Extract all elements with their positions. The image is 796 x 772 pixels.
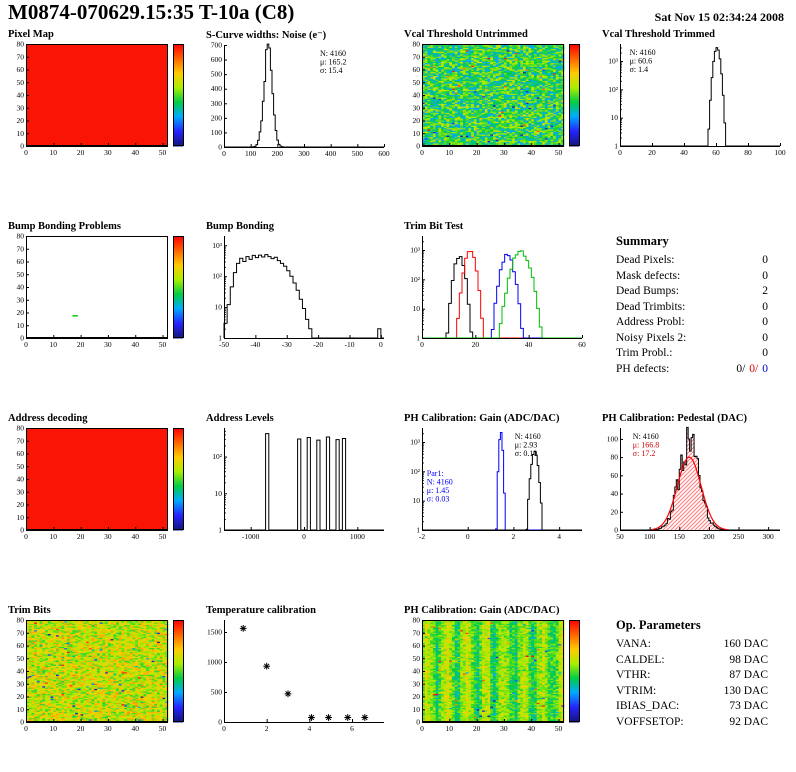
summary-row-ph-defects: PH defects: 0/0/0: [616, 362, 768, 378]
chart-title: PH Calibration: Gain (ADC/DAC): [404, 605, 560, 616]
summary-row-label: Mask defects:: [616, 269, 681, 282]
ph-gain-hist-canvas: [398, 425, 590, 543]
trim-bits-canvas: [2, 617, 194, 735]
summary-row-value: 0: [762, 331, 768, 344]
op-parameter-row-value: 160 DAC: [723, 638, 768, 650]
panel-vcal-trimmed: Vcal Threshold Trimmed: [596, 26, 794, 218]
panel-trim-bit-test: Trim Bit Test: [398, 218, 596, 410]
summary-row-label: Address Probl:: [616, 316, 685, 328]
ph-defect-value: 0/: [736, 362, 746, 375]
panel-bump-problems: Bump Bonding Problems: [2, 218, 200, 410]
chart-title: Vcal Threshold Trimmed: [602, 29, 715, 40]
summary-row: Address Probl: 0: [616, 315, 768, 331]
summary-row: Dead Bumps: 2: [616, 284, 768, 300]
ph-defect-value: 0: [762, 362, 768, 375]
panel-trim-bits: Trim Bits: [2, 602, 200, 772]
panel-op-parameters: Op. Parameters VANA: 160 DAC CALDEL: 98 DAC…: [596, 602, 794, 772]
summary-title: Summary: [616, 234, 669, 248]
op-parameter-row-label: VOFFSETOP:: [616, 715, 684, 728]
panel-ph-pedestal: PH Calibration: Pedestal (DAC): [596, 410, 794, 602]
summary-row-value: 0: [762, 347, 768, 359]
panel-pixel-map: Pixel Map: [2, 26, 200, 218]
ph-gain-map-canvas: [398, 617, 590, 735]
op-parameter-row-label: VTHR:: [616, 669, 651, 681]
chart-title: Bump Bonding: [206, 221, 274, 232]
summary-row-label: Dead Trimbits:: [616, 300, 686, 313]
chart-title: PH Calibration: Gain (ADC/DAC): [404, 413, 560, 424]
chart-title: S-Curve widths: Noise (e⁻): [206, 30, 327, 41]
summary-row-label: Dead Pixels:: [616, 254, 675, 266]
summary-row: Dead Pixels: 0: [616, 253, 768, 269]
op-parameter-row-value: 98 DAC: [729, 653, 768, 666]
vcal-trimmed-canvas: [596, 41, 788, 159]
op-parameter-row: VANA: 160 DAC: [616, 637, 768, 653]
chart-title: Pixel Map: [8, 29, 54, 40]
ph-pedestal-canvas: [596, 425, 788, 543]
panel-temperature-calibration: Temperature calibration: [200, 602, 398, 772]
chart-title: Trim Bit Test: [404, 221, 464, 232]
temperature-calibration-canvas: [200, 617, 392, 735]
summary-list: Dead Pixels: 0 Mask defects: 0 Dead Bumps: 2 D…: [616, 253, 794, 377]
chart-title: Bump Bonding Problems: [8, 221, 122, 232]
panel-address-decoding: Address decoding: [2, 410, 200, 602]
op-parameter-row-label: VANA:: [616, 638, 651, 650]
address-decoding-canvas: [2, 425, 194, 543]
summary-row: Mask defects: 0: [616, 269, 768, 285]
chart-title: Temperature calibration: [206, 605, 316, 616]
panel-bump-bonding: Bump Bonding: [200, 218, 398, 410]
summary-row: Noisy Pixels 2: 0: [616, 331, 768, 347]
op-parameter-row: CALDEL: 98 DAC: [616, 653, 768, 669]
op-parameter-row-value: 92 DAC: [729, 715, 768, 728]
bump-problems-canvas: [2, 233, 194, 351]
op-parameter-row: VOFFSETOP: 92 DAC: [616, 715, 768, 731]
op-parameter-row: IBIAS_DAC: 73 DAC: [616, 699, 768, 715]
op-parameter-row-value: 87 DAC: [729, 669, 768, 681]
op-parameter-row: VTHR: 87 DAC: [616, 668, 768, 684]
summary-row-value: 0: [762, 300, 768, 313]
ph-defects-values: 0/0/0: [732, 362, 768, 378]
summary-row: Dead Trimbits: 0: [616, 300, 768, 316]
timestamp: Sat Nov 15 02:34:24 2008: [654, 10, 784, 24]
chart-title: Trim Bits: [8, 605, 51, 616]
op-parameters-title: Op. Parameters: [616, 618, 701, 632]
page-title: M0874-070629.15:35 T-10a (C8): [8, 0, 295, 24]
plot-grid: Pixel Map S-Curve widths: Noise (e⁻) Vca…: [2, 26, 794, 772]
summary-row-value: 0: [762, 316, 768, 328]
panel-address-levels: Address Levels: [200, 410, 398, 602]
panel-ph-gain-hist: PH Calibration: Gain (ADC/DAC): [398, 410, 596, 602]
summary-row-value: 0: [762, 269, 768, 282]
panel-ph-gain-map: PH Calibration: Gain (ADC/DAC): [398, 602, 596, 772]
op-parameter-row-label: IBIAS_DAC:: [616, 700, 680, 712]
chart-title: PH Calibration: Pedestal (DAC): [602, 413, 747, 424]
op-parameter-row: VTRIM: 130 DAC: [616, 684, 768, 700]
op-parameter-row-value: 130 DAC: [723, 684, 768, 697]
panel-vcal-untrimmed: Vcal Threshold Untrimmed: [398, 26, 596, 218]
op-parameters-list: VANA: 160 DAC CALDEL: 98 DAC VTHR: 87 DAC VTRI…: [616, 637, 794, 730]
summary-row-label: Dead Bumps:: [616, 285, 679, 297]
panel-summary: Summary Dead Pixels: 0 Mask defects: 0 Dead …: [596, 218, 794, 410]
address-levels-canvas: [200, 425, 392, 543]
chart-title: Vcal Threshold Untrimmed: [404, 29, 528, 40]
summary-row: Trim Probl.: 0: [616, 346, 768, 362]
op-parameter-row-label: VTRIM:: [616, 684, 657, 697]
op-parameter-row-value: 73 DAC: [729, 700, 768, 712]
chart-title: Address decoding: [8, 413, 88, 424]
summary-row-value: 2: [762, 285, 768, 297]
trim-bit-test-canvas: [398, 233, 590, 351]
summary-row-value: 0: [762, 254, 768, 266]
vcal-untrimmed-canvas: [398, 41, 590, 159]
bump-bonding-canvas: [200, 233, 392, 351]
op-parameter-row-label: CALDEL:: [616, 653, 665, 666]
scurve-noise-canvas: [200, 42, 392, 160]
summary-row-label: Noisy Pixels 2:: [616, 331, 687, 344]
ph-defect-value: 0/: [749, 362, 759, 375]
panel-scurve-noise: S-Curve widths: Noise (e⁻): [200, 26, 398, 218]
ph-defects-label: PH defects:: [616, 362, 670, 375]
pixel-map-canvas: [2, 41, 194, 159]
chart-title: Address Levels: [206, 413, 274, 424]
summary-row-label: Trim Probl.:: [616, 347, 673, 359]
